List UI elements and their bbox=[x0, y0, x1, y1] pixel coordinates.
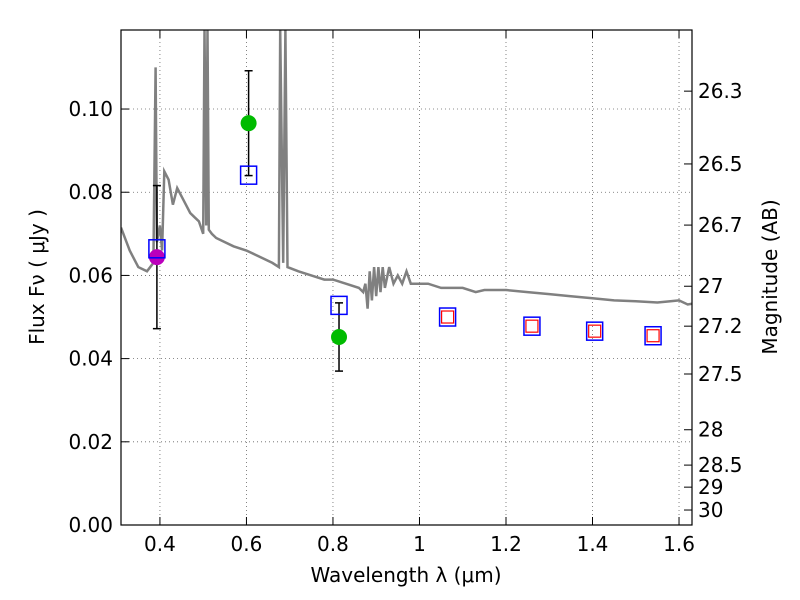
y-tick-label: 0.04 bbox=[68, 347, 113, 371]
y-tick-label: 0.06 bbox=[68, 263, 113, 287]
x-tick-label: 0.6 bbox=[231, 532, 263, 556]
model-spectrum-line bbox=[121, 30, 692, 309]
model-band-square-blue bbox=[148, 239, 166, 259]
grid-layer bbox=[121, 30, 692, 526]
x-tick-label: 1 bbox=[413, 532, 426, 556]
plot-background bbox=[121, 30, 692, 525]
x-tick-label: 0.8 bbox=[317, 532, 349, 556]
model-band-square-blue bbox=[239, 165, 258, 185]
ticks-layer: 0.4 0.6 0.8 1 1.2 1.4 1.6 0.00 0.02 0.04 0.06 0.08 0… bbox=[68, 30, 743, 556]
points-layer bbox=[148, 70, 662, 372]
y-axis-label: Flux Fν ( μJy ) bbox=[25, 209, 49, 345]
y2-axis-label: Magnitude (AB) bbox=[758, 199, 782, 354]
model-band-square-red bbox=[588, 324, 602, 338]
x-tick-label: 1.4 bbox=[577, 532, 609, 556]
y2-tick-label: 28 bbox=[698, 418, 723, 442]
y-tick-label: 0.02 bbox=[68, 430, 113, 454]
y2-tick-label: 27.5 bbox=[698, 362, 743, 386]
x-tick-label: 0.4 bbox=[144, 532, 176, 556]
x-tick-label: 1.2 bbox=[490, 532, 522, 556]
model-band-square-blue bbox=[644, 325, 662, 346]
plot-frame bbox=[120, 29, 693, 526]
model-band-square-red bbox=[525, 319, 539, 333]
y2-tick-label: 27.2 bbox=[698, 314, 743, 338]
y2-tick-label: 30 bbox=[698, 498, 723, 522]
y2-tick-label: 27 bbox=[698, 274, 723, 298]
y-tick-label: 0.10 bbox=[68, 97, 113, 121]
model-band-square-blue bbox=[330, 295, 348, 316]
x-axis-label: Wavelength λ (μm) bbox=[310, 563, 501, 587]
x-tick-label: 1.6 bbox=[663, 532, 695, 556]
y2-tick-label: 28.5 bbox=[698, 453, 743, 477]
model-band-square-red bbox=[440, 310, 455, 324]
observed-point-green bbox=[240, 115, 257, 132]
model-band-square-blue bbox=[523, 316, 541, 336]
model-spectrum-layer bbox=[121, 30, 692, 309]
model-band-square-blue bbox=[438, 307, 457, 327]
model-band-square-red bbox=[646, 329, 660, 343]
model-band-square-blue bbox=[585, 321, 604, 341]
y-tick-label: 0.08 bbox=[68, 180, 113, 204]
y2-tick-label: 29 bbox=[698, 475, 723, 499]
y2-tick-label: 26.5 bbox=[698, 152, 743, 176]
y2-tick-label: 26.3 bbox=[698, 79, 743, 103]
observed-point-green bbox=[331, 328, 348, 345]
y-tick-label: 0.00 bbox=[68, 513, 113, 537]
y2-tick-label: 26.7 bbox=[698, 213, 743, 237]
